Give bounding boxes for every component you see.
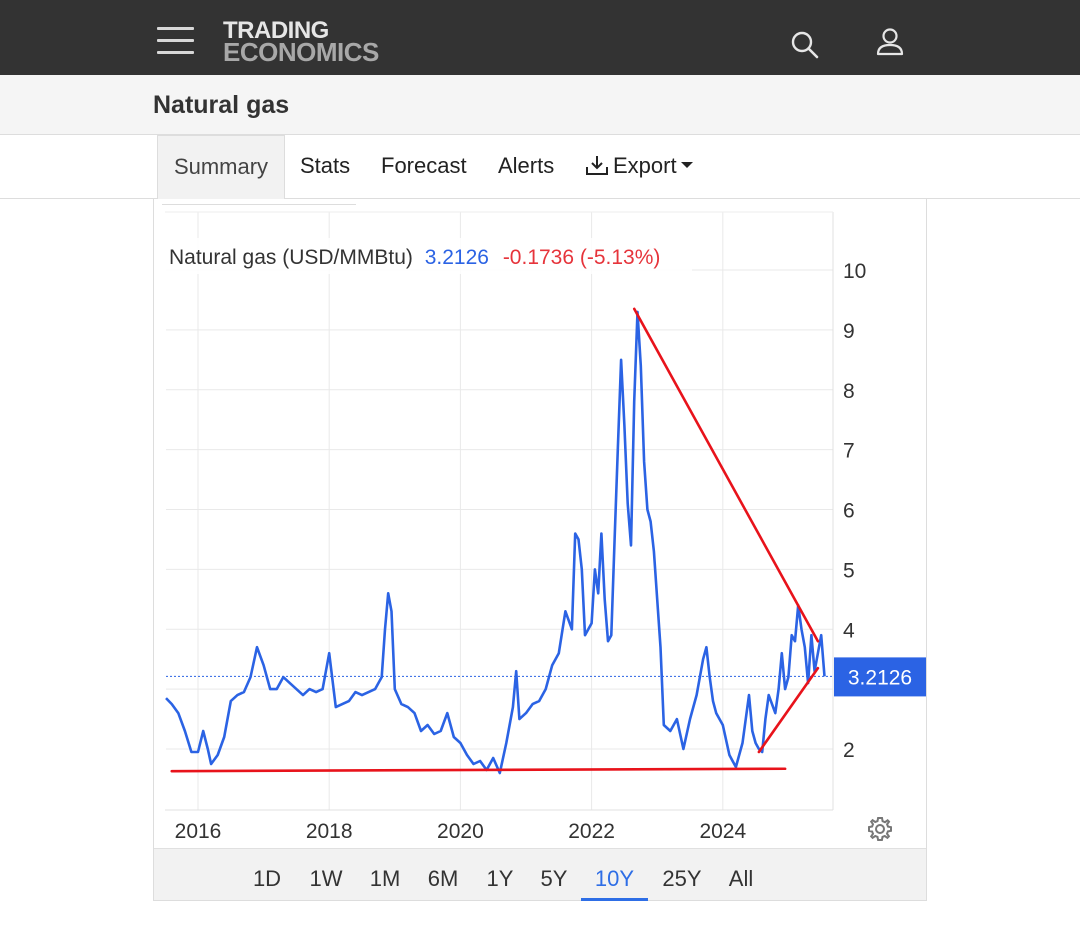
tab-stats[interactable]: Stats <box>300 135 350 199</box>
range-all-button[interactable]: All <box>720 849 762 901</box>
chart-legend: Natural gas (USD/MMBtu) 3.2126 -0.1736 (… <box>169 246 660 269</box>
last-value-label: 3.2126 <box>848 666 912 689</box>
user-icon[interactable] <box>874 27 906 59</box>
y-tick-label: 9 <box>843 320 855 343</box>
range-1w-button[interactable]: 1W <box>302 849 350 901</box>
trendline <box>757 666 820 754</box>
range-1y-label: 1Y <box>486 866 514 891</box>
y-tick-label: 10 <box>843 260 866 283</box>
x-tick-label: 2024 <box>699 820 746 843</box>
range-1y-button[interactable]: 1Y <box>478 849 522 901</box>
tab-forecast[interactable]: Forecast <box>381 135 467 199</box>
y-tick-label: 4 <box>843 619 855 642</box>
download-icon <box>586 156 608 175</box>
range-1d-label: 1D <box>252 866 282 891</box>
range-6m-button[interactable]: 6M <box>419 849 467 901</box>
tab-alerts-label: Alerts <box>498 153 555 178</box>
x-tick-label: 2016 <box>175 820 222 843</box>
search-icon[interactable] <box>789 29 821 61</box>
series-line-natural-gas <box>165 310 826 775</box>
legend-change: -0.1736 (-5.13%) <box>503 246 661 269</box>
tab-forecast-label: Forecast <box>381 153 467 178</box>
trendlines <box>170 307 820 773</box>
top-navigation-bar: TRADING ECONOMICS <box>0 0 1080 75</box>
range-all-label: All <box>728 866 754 891</box>
y-tick-label: 2 <box>843 739 855 762</box>
tab-bar: Summary Stats Forecast Alerts Export <box>0 135 1080 199</box>
range-10y-label: 10Y <box>594 866 635 891</box>
y-axis-ticks: 2 4 5 6 7 8 9 10 <box>843 260 866 762</box>
range-1m-button[interactable]: 1M <box>361 849 409 901</box>
time-range-selector: 1D 1W 1M 6M 1Y 5Y 10Y 25Y All <box>154 848 926 901</box>
y-tick-label: 6 <box>843 500 855 523</box>
y-tick-label: 5 <box>843 559 855 582</box>
y-tick-label: 7 <box>843 440 855 463</box>
legend-value: 3.2126 <box>425 246 489 269</box>
trading-economics-logo[interactable]: TRADING ECONOMICS <box>223 17 379 67</box>
range-5y-label: 5Y <box>540 866 568 891</box>
logo-line-2: ECONOMICS <box>223 37 379 67</box>
range-1d-button[interactable]: 1D <box>244 849 290 901</box>
y-tick-label: 8 <box>843 380 855 403</box>
tab-stats-label: Stats <box>300 153 351 178</box>
title-bar: Natural gas <box>0 75 1080 135</box>
x-tick-label: 2022 <box>568 820 615 843</box>
logo-line-1: TRADING <box>223 17 329 44</box>
tab-export[interactable]: Export <box>585 135 693 199</box>
trendline <box>632 307 820 643</box>
range-1m-label: 1M <box>369 866 401 891</box>
x-axis-ticks: 2016 2018 2020 2022 2024 <box>175 820 747 843</box>
chart-grid <box>166 212 833 810</box>
legend-series-name: Natural gas (USD/MMBtu) <box>169 246 413 269</box>
trendline <box>170 767 787 773</box>
range-5y-button[interactable]: 5Y <box>532 849 576 901</box>
tab-alerts[interactable]: Alerts <box>498 135 554 199</box>
range-10y-button[interactable]: 10Y <box>581 849 648 901</box>
range-1w-label: 1W <box>309 866 343 891</box>
chevron-down-icon <box>680 162 693 168</box>
tab-summary[interactable]: Summary <box>157 135 285 199</box>
gear-icon[interactable] <box>866 815 894 843</box>
last-value-badge <box>834 657 926 697</box>
page-title: Natural gas <box>153 91 290 119</box>
x-tick-label: 2018 <box>306 820 353 843</box>
tab-summary-label: Summary <box>173 154 269 179</box>
chart-panel <box>153 199 927 901</box>
hamburger-menu-icon[interactable] <box>157 27 194 55</box>
tab-export-label: Export <box>613 153 677 178</box>
legend-background <box>166 238 692 274</box>
range-25y-label: 25Y <box>662 866 702 891</box>
range-6m-label: 6M <box>427 866 459 891</box>
divider <box>162 204 356 205</box>
x-tick-label: 2020 <box>437 820 484 843</box>
range-25y-button[interactable]: 25Y <box>654 849 710 901</box>
